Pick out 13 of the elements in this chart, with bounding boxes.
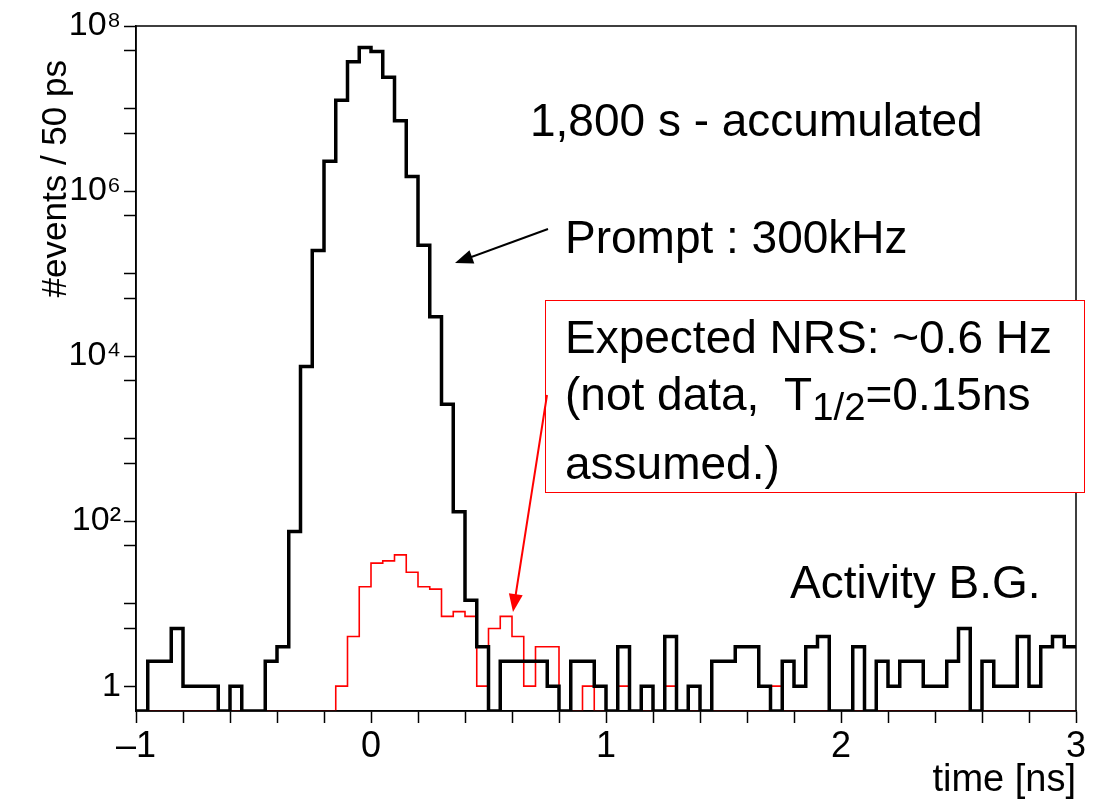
text: Expected NRS: ~0.6 Hz (not data, T$_{1/2}$=0.15ns assumed.) xyxy=(565,311,1053,490)
x-tick-label: 2 xyxy=(830,723,852,765)
annotation: Activity B.G. xyxy=(790,556,1041,609)
annotation: Prompt : 300kHz xyxy=(565,211,908,264)
x-tick-label: –1 xyxy=(115,723,157,765)
y-tick-label: 1 xyxy=(102,664,121,703)
annotation: 1,800 s - accumulated xyxy=(530,94,983,147)
x-tick-label: 0 xyxy=(360,723,382,765)
y-tick-label: 10⁴ xyxy=(68,334,121,373)
y-tick-label: 10⁸ xyxy=(68,4,121,43)
x-tick-label: 1 xyxy=(595,723,617,765)
y-tick-label: 10² xyxy=(71,499,121,538)
x-axis-title: time [ns] xyxy=(932,757,1076,799)
